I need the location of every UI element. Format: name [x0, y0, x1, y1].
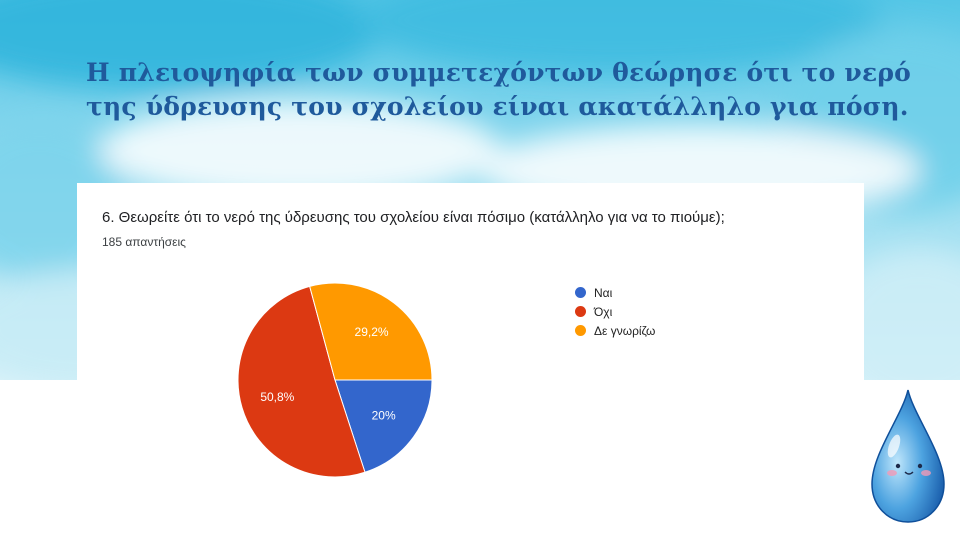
slide-title-line-2: της ύδρευσης του σχολείου είναι ακατάλλη… — [86, 92, 909, 121]
pie-chart: 20% 50,8% 29,2% — [237, 282, 433, 478]
legend-label-2: Δε γνωρίζω — [594, 323, 656, 338]
legend-item-2: Δε γνωρίζω — [575, 321, 655, 340]
legend-swatch-0 — [575, 287, 586, 298]
chart-legend: Ναι Όχι Δε γνωρίζω — [575, 283, 655, 340]
legend-swatch-1 — [575, 306, 586, 317]
pie-slice-label-1: 50,8% — [260, 390, 294, 404]
pie-slice-label-0: 20% — [372, 408, 396, 422]
slide-title: Η πλειοψηφία των συμμετεχόντων θεώρησε ό… — [86, 56, 912, 124]
legend-item-0: Ναι — [575, 283, 655, 302]
pie-slice-0 — [334, 379, 433, 473]
pie-slice-2 — [309, 282, 433, 381]
legend-label-1: Όχι — [594, 304, 613, 319]
response-count: 185 απαντήσεις — [102, 235, 186, 249]
pie-slice-1 — [237, 285, 366, 478]
legend-label-0: Ναι — [594, 285, 613, 300]
chart-card: 6. Θεωρείτε ότι το νερό της ύδρευσης του… — [77, 183, 864, 540]
legend-item-1: Όχι — [575, 302, 655, 321]
water-drop-mascot — [871, 389, 945, 523]
legend-swatch-2 — [575, 325, 586, 336]
slide-title-line-1: Η πλειοψηφία των συμμετεχόντων θεώρησε ό… — [86, 58, 912, 87]
pie-slice-label-2: 29,2% — [355, 325, 389, 339]
chart-title: 6. Θεωρείτε ότι το νερό της ύδρευσης του… — [102, 209, 725, 226]
